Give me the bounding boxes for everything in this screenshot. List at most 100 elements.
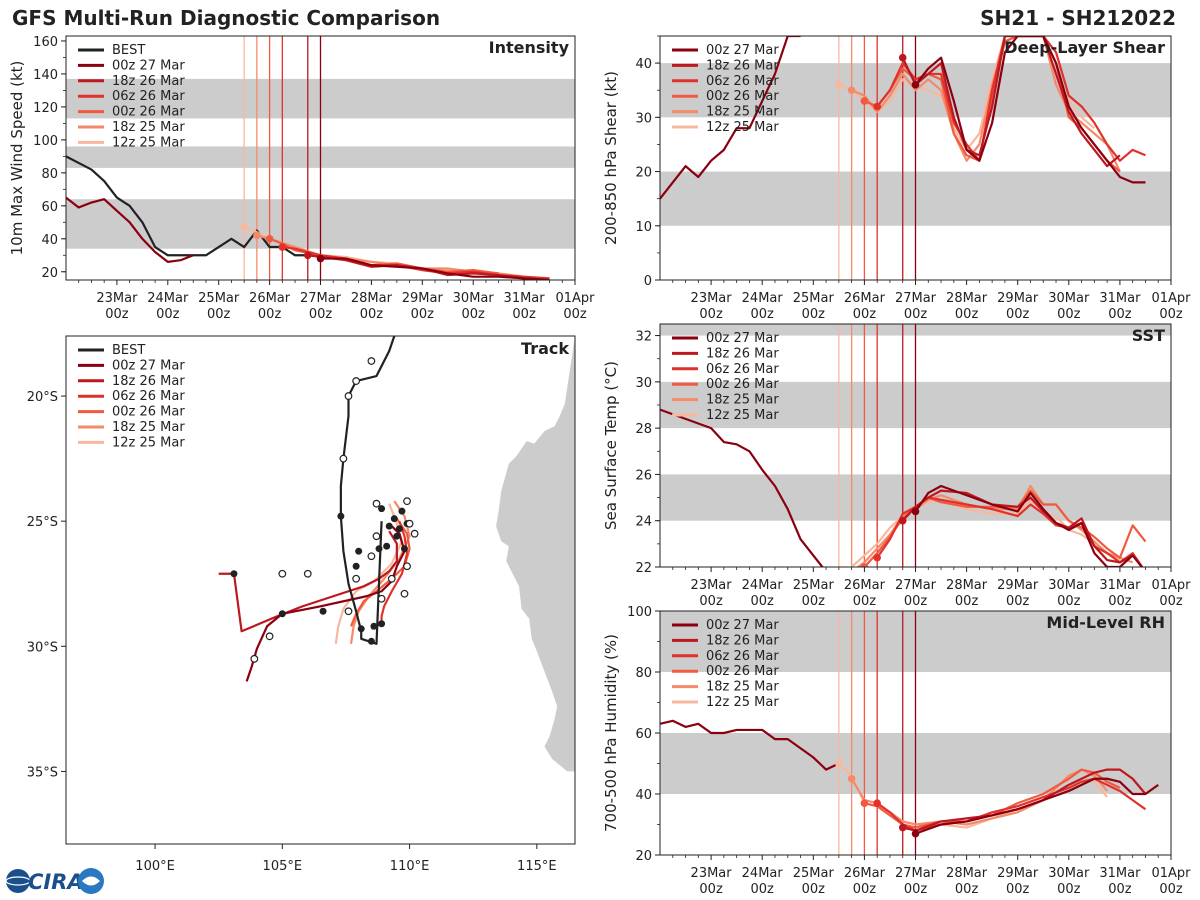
shear-series-start-5 [835,81,843,89]
sst-series-3 [863,489,1147,567]
legend-label-5: 12z 25 Mar [706,695,779,710]
shear-xtick-hour-9: 00z [1159,307,1183,322]
track-filled-marker-3 [395,525,403,533]
shear-xtick-hour-7: 00z [1057,307,1081,322]
track-filled-marker-14 [278,610,286,618]
rh-xtick-day-0: 23Mar [691,866,733,881]
sst-xtick-hour-3: 00z [853,594,877,609]
rh-series-0 [915,777,1159,835]
track-series-1 [218,530,398,633]
sst-xtick-day-6: 29Mar [997,578,1039,593]
legend-label-0: 00z 27 Mar [706,43,779,58]
rh-xtick-day-8: 31Mar [1099,866,1141,881]
shear-series-start-0 [911,81,920,89]
rh-series-start-4 [847,774,856,783]
track-title: Track [521,339,569,358]
shear-xtick-day-5: 28Mar [946,291,988,306]
sst-series-0 [914,484,1144,567]
intensity-series-start-1 [303,251,312,260]
rh-plot-area [660,611,1171,855]
rh-series-start-5 [835,759,843,768]
track-filled-marker-15 [319,607,327,615]
intensity-series-start-0 [316,254,325,263]
sst-xtick-hour-2: 00z [802,594,826,609]
track-xtick-label-0: 100°E [135,859,175,874]
track-ytick-label-1: 25°S [27,515,58,530]
sst-xtick-hour-7: 00z [1057,594,1081,609]
shear-xtick-hour-8: 00z [1108,307,1132,322]
track-frame [65,335,576,845]
sst-series-start-2 [873,553,881,562]
track-open-marker-5 [403,497,411,506]
track-open-marker-16 [265,632,274,641]
intensity-xtick-hour-9: 00z [563,307,587,322]
legend-label-1: 00z 27 Mar [112,358,185,373]
sst-ytick-label-0: 22 [635,561,652,576]
panels: 2040608010012014016023Mar00z24Mar00z25Ma… [8,35,1191,897]
intensity-xtick-hour-7: 00z [462,307,486,322]
sst-xtick-day-3: 26Mar [844,578,886,593]
track-ytick-label-2: 30°S [27,640,58,655]
legend-label-4: 18z 25 Mar [706,680,779,695]
shear-xtick-day-1: 24Mar [742,291,784,306]
shear-xtick-day-8: 31Mar [1099,291,1141,306]
legend-label-1: 00z 27 Mar [112,58,185,73]
track-filled-marker-16 [230,570,238,578]
intensity-xtick-hour-1: 00z [156,307,180,322]
track-open-marker-3 [339,454,348,463]
logo-swirl-detail-icon [82,876,100,886]
rh-xtick-hour-8: 00z [1108,882,1132,897]
rh-series-start-0 [911,829,920,838]
legend-label-0: 00z 27 Mar [706,331,779,346]
track-open-marker-13 [278,569,287,578]
figure-title: GFS Multi-Run Diagnostic Comparison [12,6,440,30]
legend-label-0: BEST [112,343,145,358]
legend-label-6: 12z 25 Mar [112,435,185,450]
intensity-plot-area [66,36,575,280]
shear-xtick-day-9: 01Apr [1151,291,1191,306]
intensity-panel: 2040608010012014016023Mar00z24Mar00z25Ma… [8,35,595,322]
shear-xtick-hour-1: 00z [751,307,775,322]
track-best-line [339,336,396,645]
shear-ytick-label-3: 30 [635,111,652,126]
shear-panel: 01020304023Mar00z24Mar00z25Mar00z26Mar00… [602,35,1191,322]
track-open-marker-6 [410,529,419,538]
logo-text: CIRA [28,870,84,894]
track-filled-marker-0 [398,507,406,515]
rh-ytick-label-0: 20 [635,849,652,864]
shear-plot-area [660,36,1171,280]
track-open-marker-0 [367,357,376,365]
sst-title: SST [1132,326,1165,345]
rh-ytick-label-3: 80 [635,666,652,681]
rh-xtick-hour-1: 00z [751,882,775,897]
sst-xtick-day-4: 27Mar [895,578,937,593]
intensity-series-start-3 [265,234,274,243]
sst-series-5 [849,498,1121,567]
rh-series-start-1 [898,823,907,832]
legend-label-4: 00z 26 Mar [112,105,185,120]
rh-panel: 2040608010023Mar00z24Mar00z25Mar00z26Mar… [602,605,1191,897]
legend-label-0: BEST [112,43,145,58]
legend-label-2: 18z 26 Mar [112,74,185,89]
track-ytick-label-0: 20°S [27,390,58,405]
track-filled-marker-2 [385,522,393,530]
sst-series-start-0 [911,507,920,516]
intensity-ytick-label-7: 160 [33,35,58,50]
sst-series-1 [901,489,1134,564]
track-open-marker-18 [377,594,386,603]
intensity-xtick-day-6: 29Mar [402,291,444,306]
track-open-marker-15 [250,654,259,663]
sst-ytick-label-1: 24 [635,515,652,530]
intensity-series-2 [282,245,550,280]
logo-orbit-icon [5,876,31,886]
legend-label-0: 00z 27 Mar [706,618,779,633]
shear-xtick-day-7: 30Mar [1048,291,1090,306]
shear-ytick-label-4: 40 [635,57,652,72]
intensity-xtick-hour-6: 00z [411,307,435,322]
intensity-xtick-hour-8: 00z [512,307,536,322]
shear-series-start-3 [860,97,869,105]
sst-ytick-label-4: 30 [635,376,652,391]
rh-xtick-hour-4: 00z [904,882,928,897]
shear-series-start-1 [898,53,907,62]
intensity-xtick-day-2: 25Mar [198,291,240,306]
